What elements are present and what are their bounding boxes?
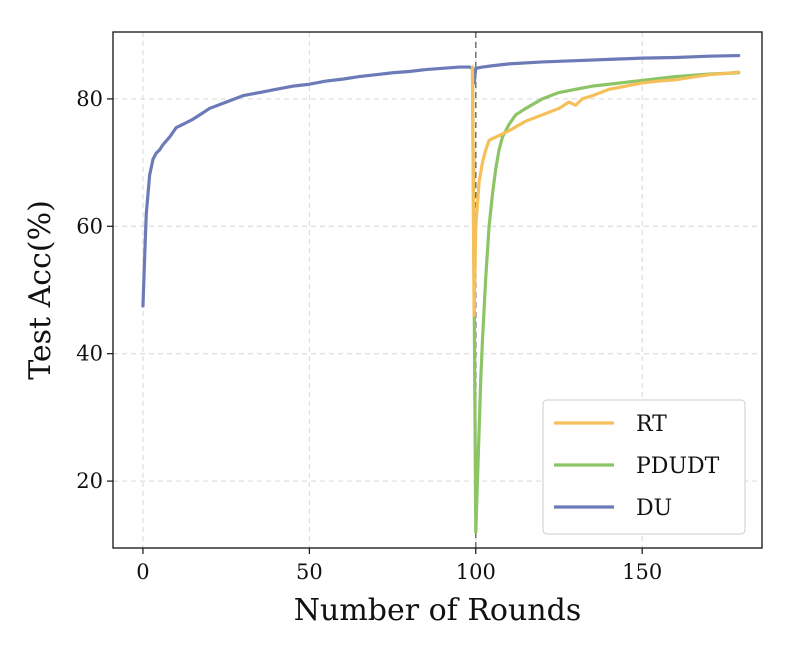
x-tick-label: 100 (456, 560, 496, 584)
y-tick-label: 40 (76, 342, 103, 366)
series-line-rt (470, 65, 741, 318)
x-axis: 0 50 100 150 (136, 548, 662, 584)
y-tick-label: 20 (76, 469, 103, 493)
plot-frame (112, 31, 763, 549)
legend: RT PDUDT DU (542, 399, 746, 535)
series-line-pdudt (470, 65, 741, 534)
series-layer (141, 53, 741, 534)
y-axis: 20 40 60 80 (76, 87, 113, 493)
x-tick-label: 150 (622, 560, 662, 584)
x-tick-label: 0 (136, 560, 149, 584)
x-tick-label: 50 (296, 560, 323, 584)
legend-label: DU (636, 496, 672, 521)
legend-label: PDUDT (636, 454, 720, 479)
y-tick-label: 60 (76, 214, 103, 238)
series-line-du (141, 53, 741, 308)
legend-label: RT (636, 412, 667, 437)
x-axis-title: Number of Rounds (294, 593, 581, 628)
y-axis-title: Test Acc(%) (23, 200, 58, 380)
y-tick-label: 80 (76, 87, 103, 111)
legend-box (542, 399, 746, 535)
